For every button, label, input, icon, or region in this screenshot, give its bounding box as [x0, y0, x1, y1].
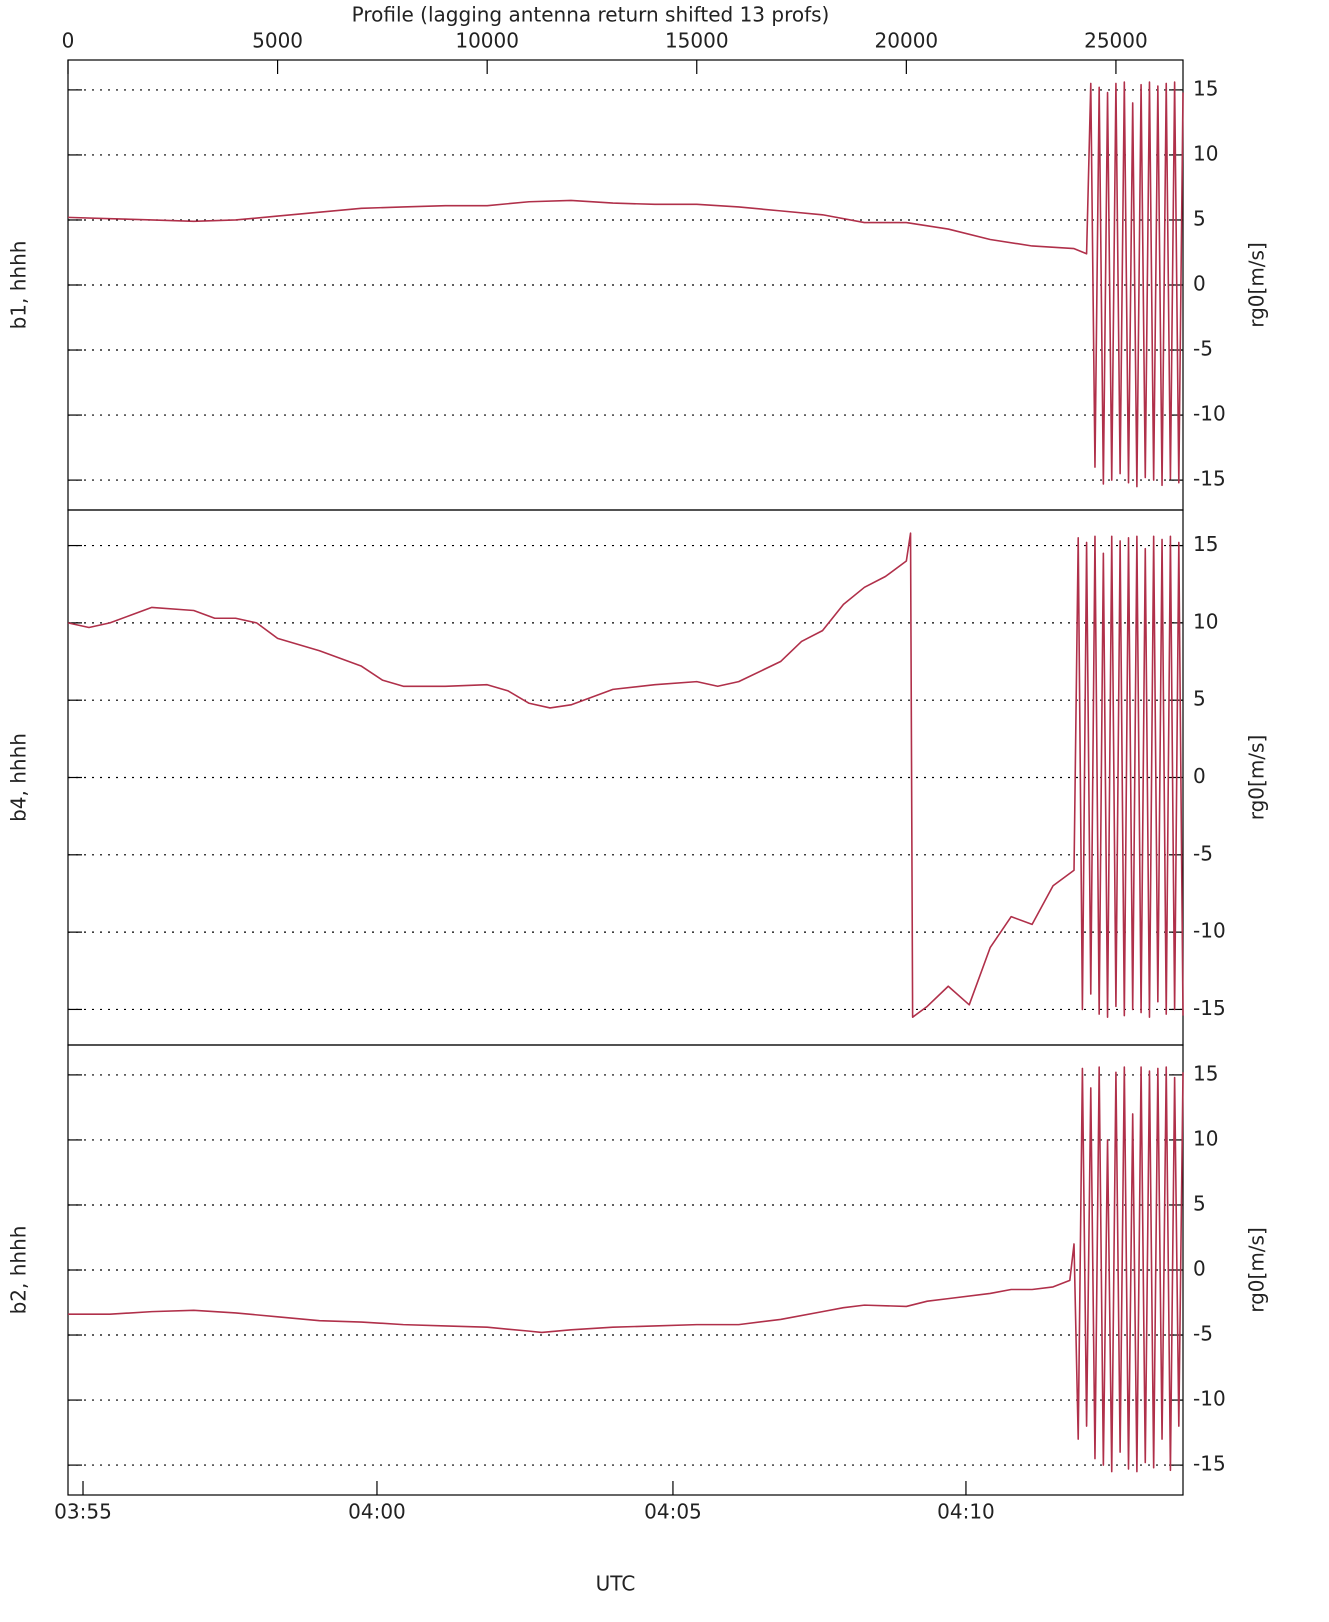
- y-axis-label: b4, hhhh: [7, 733, 31, 822]
- y-tick-label: -5: [1193, 337, 1213, 361]
- y-tick-label: 15: [1193, 532, 1218, 556]
- y-tick-label: 10: [1193, 141, 1218, 165]
- y-tick-label: 0: [1193, 1257, 1206, 1281]
- x-tick-label: 25000: [1084, 29, 1148, 53]
- y-tick-label: -15: [1193, 996, 1226, 1020]
- plot-frame: [67, 509, 1184, 1046]
- x-tick-label: 04:00: [348, 1500, 406, 1524]
- y-axis-label: b1, hhhh: [7, 241, 31, 330]
- y-tick-label: -5: [1193, 841, 1213, 865]
- y-tick-label: -15: [1193, 1452, 1226, 1476]
- x-tick-label: 03:55: [54, 1500, 112, 1524]
- x-tick-label: 5000: [252, 29, 303, 53]
- x-tick-label: 04:10: [937, 1500, 995, 1524]
- x-tick-label: 0: [62, 29, 75, 53]
- y-tick-label: -10: [1193, 402, 1226, 426]
- plot-frame: [67, 1044, 1184, 1496]
- y-tick-label: 0: [1193, 764, 1206, 788]
- y-tick-label: 0: [1193, 272, 1206, 296]
- x-tick-label: 20000: [875, 29, 939, 53]
- y-axis-label: b2, hhhh: [7, 1226, 31, 1315]
- y-axis-label-right: rg0[m/s]: [1245, 735, 1269, 821]
- plot-frame: [67, 59, 1184, 511]
- y-axis-label-right: rg0[m/s]: [1245, 242, 1269, 328]
- y-tick-label: 15: [1193, 1061, 1218, 1085]
- y-axis-label-right: rg0[m/s]: [1245, 1227, 1269, 1313]
- data-line: [67, 81, 1184, 488]
- y-tick-label: 15: [1193, 76, 1218, 100]
- y-tick-label: -5: [1193, 1322, 1213, 1346]
- x-tick-label: 10000: [455, 29, 519, 53]
- y-tick-label: 5: [1193, 206, 1206, 230]
- x-tick-label: 15000: [665, 29, 729, 53]
- chart-title: Profile (lagging antenna return shifted …: [352, 3, 830, 27]
- y-tick-label: 10: [1193, 609, 1218, 633]
- y-tick-label: -10: [1193, 1387, 1226, 1411]
- y-tick-label: 5: [1193, 687, 1206, 711]
- data-line: [68, 1066, 1184, 1473]
- y-tick-label: -10: [1193, 919, 1226, 943]
- data-line: [67, 532, 1184, 1018]
- y-tick-label: -15: [1193, 467, 1226, 491]
- y-tick-label: 5: [1193, 1191, 1206, 1215]
- x-axis-label: UTC: [596, 1572, 636, 1596]
- x-tick-label: 04:05: [644, 1500, 702, 1524]
- y-tick-label: 10: [1193, 1126, 1218, 1150]
